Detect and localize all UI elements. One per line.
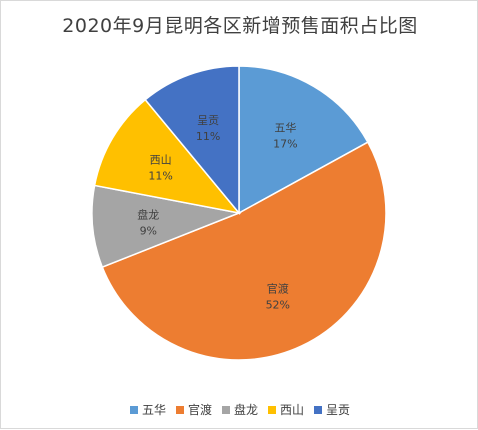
legend-swatch-2 bbox=[221, 405, 230, 414]
legend-swatch-1 bbox=[175, 405, 184, 414]
slice-name-label-2: 盘龙 bbox=[137, 208, 159, 222]
slice-percent-label-1: 52% bbox=[266, 299, 290, 312]
legend-swatch-4 bbox=[314, 405, 323, 414]
slice-percent-label-4: 11% bbox=[196, 130, 220, 143]
legend-label-2: 盘龙 bbox=[233, 403, 258, 417]
chart-title: 2020年9月昆明各区新增预售面积占比图 bbox=[62, 15, 418, 37]
slice-name-label-4: 呈贡 bbox=[197, 114, 219, 127]
legend-entry-2: 盘龙 bbox=[221, 401, 258, 418]
pie-slice-1 bbox=[101, 141, 387, 361]
legend-entry-0: 五华 bbox=[129, 401, 166, 418]
slice-name-label-1: 官渡 bbox=[267, 282, 289, 296]
legend-swatch-0 bbox=[129, 405, 138, 414]
slice-percent-label-3: 11% bbox=[148, 170, 172, 183]
pie-slice-3 bbox=[93, 98, 241, 215]
slice-percent-label-2: 9% bbox=[140, 225, 157, 238]
legend-label-4: 呈贡 bbox=[326, 403, 351, 417]
legend-swatch-3 bbox=[268, 405, 276, 414]
slice-percent-label-0: 17% bbox=[273, 138, 297, 151]
legend-label-1: 官渡 bbox=[187, 403, 212, 417]
legend-entry-4: 呈贡 bbox=[314, 401, 350, 418]
pie-slice-4 bbox=[144, 65, 240, 216]
slice-name-label-3: 西山 bbox=[150, 154, 172, 167]
pie-slice-2 bbox=[91, 184, 242, 269]
legend-entry-3: 西山 bbox=[268, 401, 304, 418]
chart-legend: 五华 官渡 盘龙 西山 呈贡 bbox=[1, 401, 478, 418]
legend-label-3: 西山 bbox=[280, 403, 305, 417]
legend-label-0: 五华 bbox=[141, 403, 166, 417]
legend-entry-1: 官渡 bbox=[175, 401, 212, 418]
slice-name-label-0: 五华 bbox=[274, 121, 296, 135]
pie-slice-0 bbox=[238, 65, 369, 215]
